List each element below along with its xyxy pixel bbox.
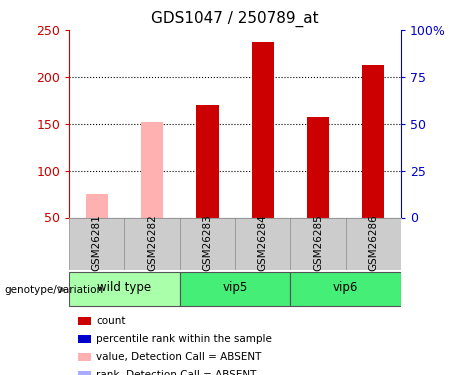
FancyBboxPatch shape bbox=[69, 272, 180, 306]
Text: GSM26282: GSM26282 bbox=[147, 214, 157, 271]
Bar bbox=[307, 117, 329, 218]
Text: vip5: vip5 bbox=[223, 282, 248, 294]
Title: GDS1047 / 250789_at: GDS1047 / 250789_at bbox=[151, 11, 319, 27]
Text: wild type: wild type bbox=[97, 282, 152, 294]
Bar bbox=[86, 194, 108, 217]
FancyBboxPatch shape bbox=[290, 272, 401, 306]
Text: value, Detection Call = ABSENT: value, Detection Call = ABSENT bbox=[96, 352, 261, 362]
Text: GSM26281: GSM26281 bbox=[92, 214, 102, 271]
Text: GSM26285: GSM26285 bbox=[313, 214, 323, 271]
Text: GSM26283: GSM26283 bbox=[202, 214, 213, 271]
FancyBboxPatch shape bbox=[180, 272, 290, 306]
Bar bbox=[141, 122, 163, 218]
Text: vip6: vip6 bbox=[333, 282, 359, 294]
Text: GSM26284: GSM26284 bbox=[258, 214, 268, 271]
FancyBboxPatch shape bbox=[69, 217, 401, 270]
Bar bbox=[362, 64, 384, 218]
Text: percentile rank within the sample: percentile rank within the sample bbox=[96, 334, 272, 344]
Text: count: count bbox=[96, 316, 125, 326]
Bar bbox=[196, 105, 219, 218]
Bar bbox=[252, 42, 274, 218]
Text: GSM26286: GSM26286 bbox=[368, 214, 378, 271]
Text: rank, Detection Call = ABSENT: rank, Detection Call = ABSENT bbox=[96, 370, 256, 375]
Text: genotype/variation: genotype/variation bbox=[5, 285, 104, 295]
